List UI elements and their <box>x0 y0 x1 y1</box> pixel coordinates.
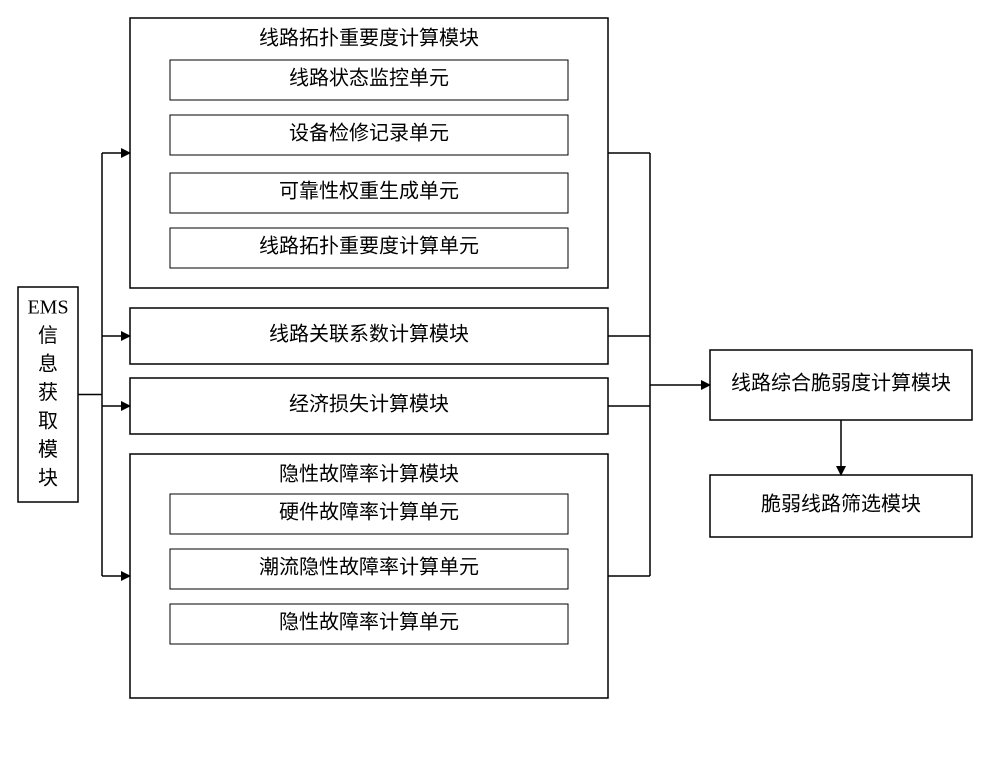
topology-unit-label-3: 线路拓扑重要度计算单元 <box>259 235 479 258</box>
ems-label-line-4: 取 <box>38 411 58 433</box>
hidden-fault-module-title: 隐性故障率计算模块 <box>279 463 459 486</box>
comprehensive-module-title: 线路综合脆弱度计算模块 <box>731 372 951 395</box>
hidden-unit-label-0: 硬件故障率计算单元 <box>279 501 459 524</box>
ems-label-line-1: 信 <box>38 324 58 347</box>
economic-module-title: 经济损失计算模块 <box>289 393 449 416</box>
topology-module-title: 线路拓扑重要度计算模块 <box>259 27 479 50</box>
filter-module-title: 脆弱线路筛选模块 <box>761 493 921 516</box>
topology-unit-label-0: 线路状态监控单元 <box>289 67 449 90</box>
topology-unit-label-1: 设备检修记录单元 <box>289 122 449 145</box>
ems-label-line-0: EMS <box>27 297 68 319</box>
hidden-unit-label-1: 潮流隐性故障率计算单元 <box>259 556 479 579</box>
correlation-module-title: 线路关联系数计算模块 <box>269 323 469 346</box>
ems-label-line-2: 息 <box>38 353 58 376</box>
ems-label-line-6: 块 <box>38 467 58 490</box>
ems-label-line-3: 获 <box>38 381 58 404</box>
topology-unit-label-2: 可靠性权重生成单元 <box>279 180 459 203</box>
ems-label-line-5: 模 <box>38 438 58 461</box>
hidden-unit-label-2: 隐性故障率计算单元 <box>279 611 459 634</box>
